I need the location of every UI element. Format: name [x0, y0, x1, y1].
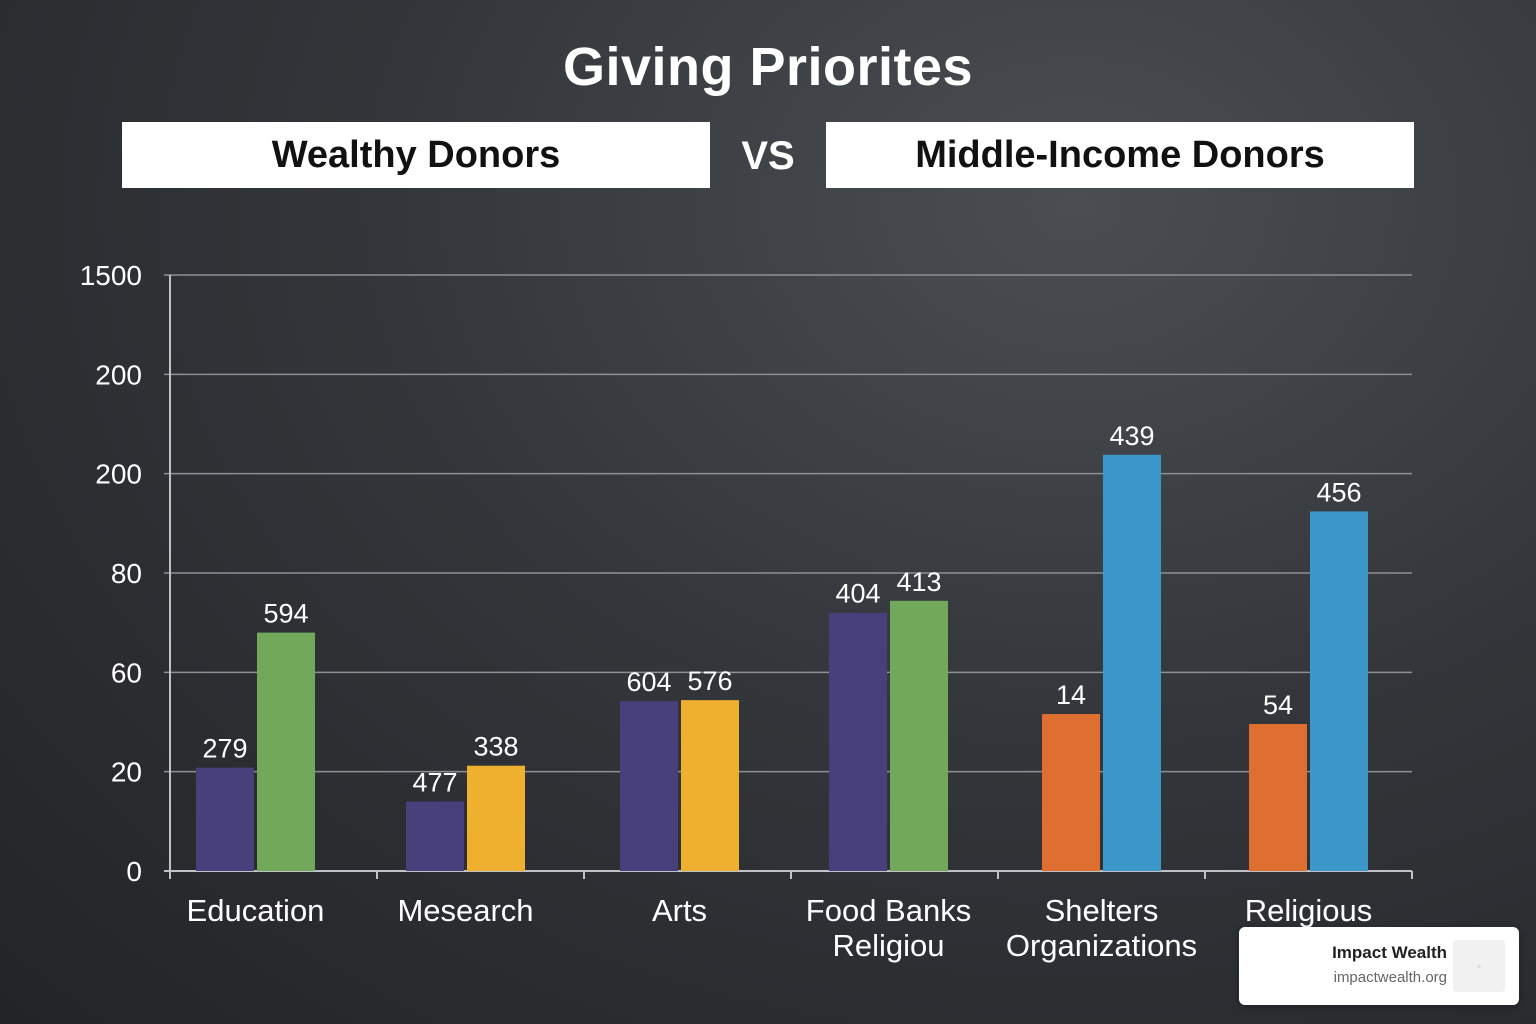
wealthy-donors-label: Wealthy Donors: [122, 122, 710, 188]
chart-title: Giving Priorites: [562, 37, 974, 97]
y-tick-label: 80: [111, 558, 142, 589]
bar-value-label: 456: [1316, 477, 1361, 507]
x-category-label: Organizations: [1006, 928, 1197, 963]
bar: [1042, 714, 1100, 871]
y-tick-label: 60: [111, 657, 142, 688]
bar: [406, 801, 464, 871]
y-tick-label: 20: [111, 757, 142, 788]
y-tick-label: 200: [95, 359, 142, 390]
bar: [196, 767, 254, 871]
bar-value-label: 54: [1263, 690, 1293, 720]
bar: [890, 600, 948, 871]
watermark-card[interactable]: Impact Wealth impactwealth.org ◦: [1239, 927, 1519, 1005]
bar-value-label: 279: [202, 734, 247, 764]
impact-wealth-logo-icon: ◦: [1453, 940, 1505, 992]
watermark-url: impactwealth.org: [1333, 969, 1447, 986]
bar: [829, 612, 887, 871]
bar-value-label: 413: [896, 567, 941, 597]
bar: [1249, 723, 1307, 871]
bar-value-label: 604: [626, 667, 671, 697]
bar: [620, 701, 678, 871]
bar-value-label: 439: [1109, 421, 1154, 451]
bar-value-label: 404: [835, 579, 880, 609]
x-category-label: Mesearch: [397, 893, 533, 928]
y-tick-label: 200: [95, 459, 142, 490]
bar: [257, 632, 315, 871]
bar-value-label: 594: [263, 599, 308, 629]
middle-income-donors-label: Middle-Income Donors: [826, 122, 1414, 188]
x-category-label: Shelters: [1045, 893, 1159, 928]
bar: [1103, 454, 1161, 871]
bar: [1310, 511, 1368, 871]
y-tick-label: 0: [126, 856, 142, 887]
watermark-name: Impact Wealth: [1332, 943, 1447, 962]
x-category-label: Religiou: [832, 928, 944, 963]
y-tick-label: 1500: [80, 260, 142, 291]
bar-value-label: 338: [473, 732, 518, 762]
bar-value-label: 14: [1056, 680, 1086, 710]
x-category-label: Religious: [1245, 893, 1373, 928]
bar-value-label: 477: [412, 767, 457, 797]
bar-value-label: 576: [687, 666, 732, 696]
x-category-label: Arts: [652, 893, 707, 928]
bar: [681, 700, 739, 871]
x-category-label: Food Banks: [806, 893, 971, 928]
bar: [467, 765, 525, 871]
vs-label: VS: [741, 134, 795, 178]
x-category-label: Education: [187, 893, 325, 928]
